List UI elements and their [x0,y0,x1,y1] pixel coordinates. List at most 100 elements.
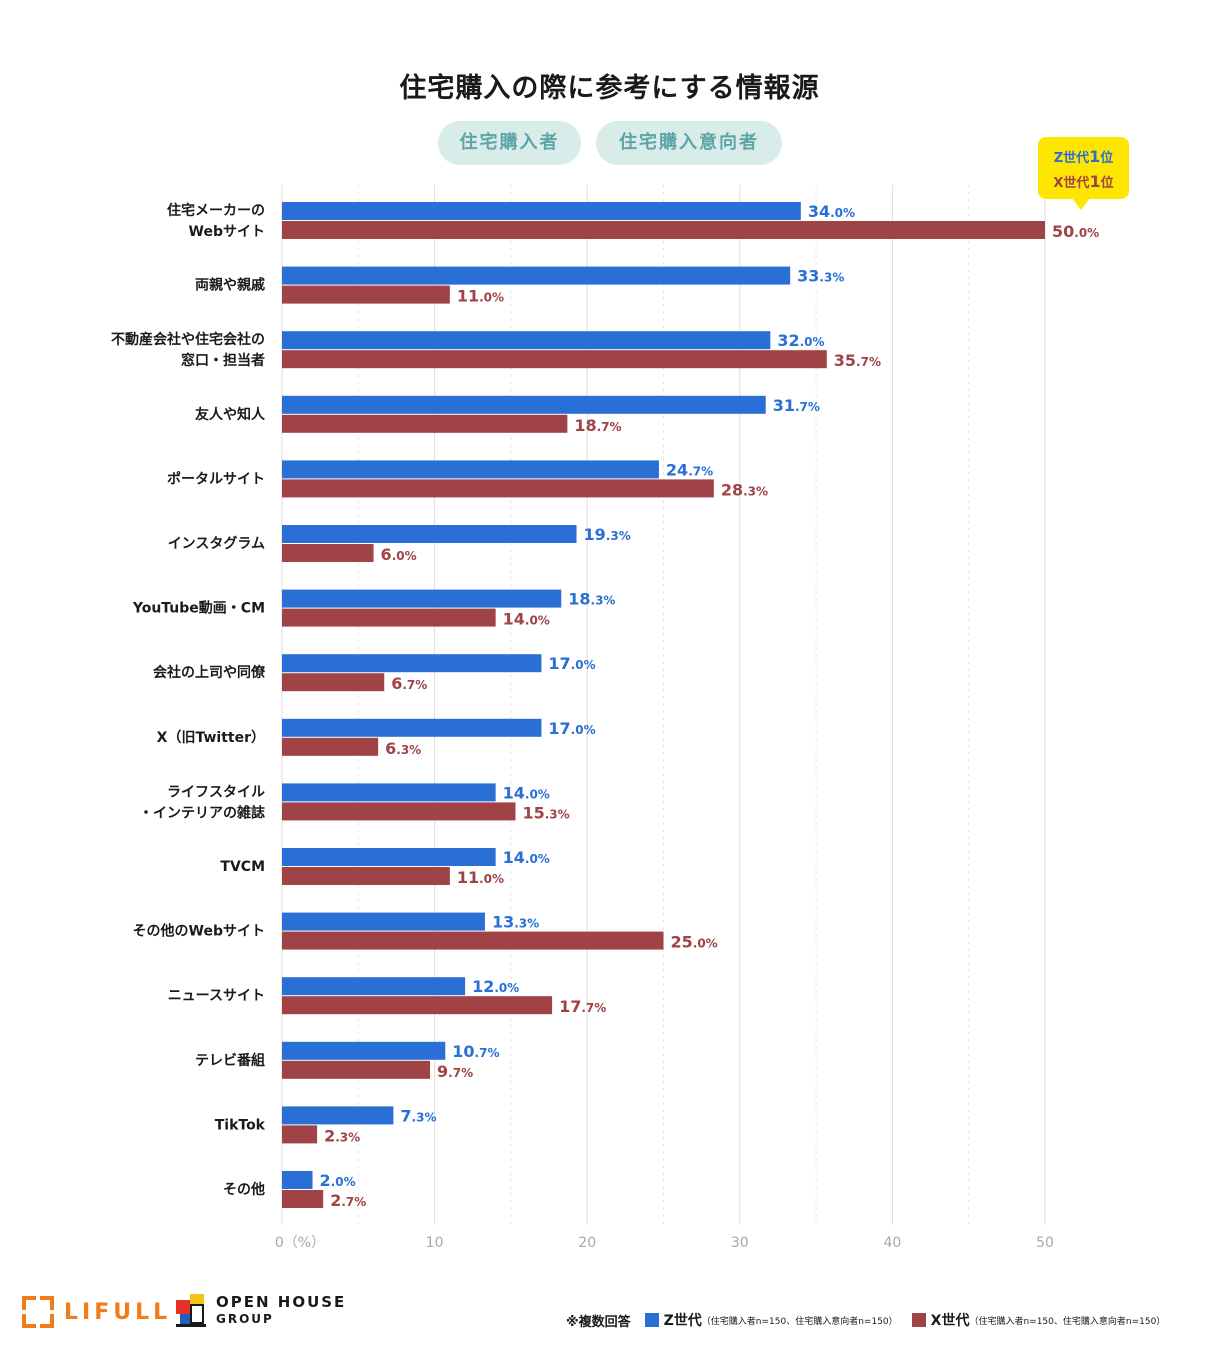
value-label-z: 33.3% [797,267,844,286]
legend-x-label: X世代 [930,1313,970,1329]
value-label-x: 28.3% [721,480,768,499]
value-label-z: 32.0% [777,331,824,350]
category-label: 不動産会社や住宅会社の [111,331,265,348]
value-label-x: 35.7% [834,351,881,370]
bar-x [282,1190,324,1208]
legend-x-note: （住宅購入者n=150、住宅購入意向者n=150） [969,1316,1166,1327]
value-label-z: 13.3% [492,913,539,932]
x-tick-label: 30 [731,1235,749,1251]
category-label: ・インテリアの雑誌 [139,804,265,821]
x-tick-label: 40 [883,1235,901,1251]
bar-z [282,589,562,608]
category-label: 住宅メーカーの [167,202,265,219]
lifull-logo-text: LIFULL [64,1299,172,1325]
bar-x [282,608,496,627]
value-label-x: 50.0% [1052,222,1099,241]
legend-z-label: Z世代 [663,1313,702,1329]
bar-z [282,525,577,543]
labels-layer: 0（%） 10 20 30 40 50 34.0% 50.0% 住宅メーカーの Webサイト 33.… [111,202,1099,1251]
value-label-z: 14.0% [503,848,550,867]
openhouse-line2: GROUP [216,1312,274,1326]
bar-x [282,1060,431,1079]
x-tick-label: 10 [426,1235,444,1251]
x-tick-label: 20 [578,1235,596,1251]
value-label-z: 17.0% [548,719,595,738]
callout-x-rank: 1 [1089,172,1101,191]
bar-z [282,266,791,285]
value-label-x: 11.0% [457,868,504,887]
openhouse-line1: OPEN HOUSE [216,1293,347,1311]
bar-x [282,285,450,304]
bar-z [282,1171,313,1189]
legend-z-swatch [644,1313,659,1327]
bar-x [282,221,1045,239]
bar-x [282,673,385,692]
bar-z [282,1106,394,1125]
value-label-z: 7.3% [400,1106,436,1125]
category-label: TVCM [220,859,265,875]
callout-x-suffix: 位 [1100,176,1114,191]
category-label: YouTube動画・CM [132,600,265,617]
category-label: ライフスタイル [167,784,265,800]
x-tick-label: 50 [1036,1235,1054,1251]
bar-x [282,479,714,498]
category-label: X（旧Twitter） [157,730,265,746]
group-pill-buyers: 住宅購入者 [438,121,581,165]
x-tick-label: 0（%） [275,1235,325,1251]
callout-z-suffix: 位 [1100,151,1114,166]
category-label: テレビ番組 [195,1052,265,1069]
bar-x [282,350,827,369]
bar-x [282,1125,318,1144]
value-label-x: 14.0% [503,610,550,629]
callout-z-gen: Z世代 [1053,151,1090,166]
value-label-x: 2.3% [324,1126,360,1145]
value-label-x: 6.3% [385,739,421,758]
value-label-x: 25.0% [671,933,718,952]
value-label-x: 17.7% [559,997,606,1016]
bar-z [282,977,466,996]
value-label-x: 6.7% [391,674,427,693]
bar-z [282,460,659,479]
bar-z [282,783,496,802]
callout-z-rank: 1 [1089,147,1101,166]
category-label: その他 [223,1181,265,1198]
bar-z [282,331,771,350]
bar-z [282,395,766,414]
legend-x-swatch [911,1313,926,1327]
bar-x [282,414,568,433]
top-rank-callout: Z世代1位 X世代1位 [1038,137,1129,210]
value-label-z: 24.7% [666,460,713,479]
category-label: インスタグラム [168,535,265,552]
bar-x [282,737,379,756]
openhouse-mark-icon [176,1294,208,1328]
category-label: Webサイト [189,224,265,240]
category-label: 窓口・担当者 [181,352,265,369]
bar-z [282,202,801,220]
category-label: ポータルサイト [167,470,265,487]
value-label-z: 18.3% [568,590,615,609]
category-label: 会社の上司や同僚 [153,664,266,681]
bar-z [282,912,485,931]
value-label-x: 2.7% [330,1191,366,1210]
multiple-answer-note: ※複数回答 [566,1314,631,1330]
value-label-z: 19.3% [584,525,631,544]
bar-z [282,718,542,737]
value-label-z: 12.0% [472,977,519,996]
value-label-x: 18.7% [574,416,621,435]
category-label: 友人や知人 [195,406,266,423]
value-label-z: 34.0% [808,202,855,221]
value-label-x: 9.7% [437,1062,473,1081]
bar-x [282,867,450,885]
bar-x [282,931,664,950]
bar-x [282,996,553,1015]
bars-layer [282,202,1045,1208]
bar-chart: 0（%） 10 20 30 40 50 34.0% 50.0% 住宅メーカーの Webサイト 33.… [111,185,1099,1251]
value-label-x: 11.0% [457,287,504,306]
lifull-logo: LIFULL [22,1294,171,1330]
value-label-x: 15.3% [522,803,569,822]
category-label: 両親や親戚 [195,277,265,294]
value-label-z: 10.7% [452,1042,499,1061]
category-label: TikTok [215,1117,266,1133]
value-label-z: 31.7% [773,396,820,415]
callout-x-gen: X世代 [1053,176,1090,191]
